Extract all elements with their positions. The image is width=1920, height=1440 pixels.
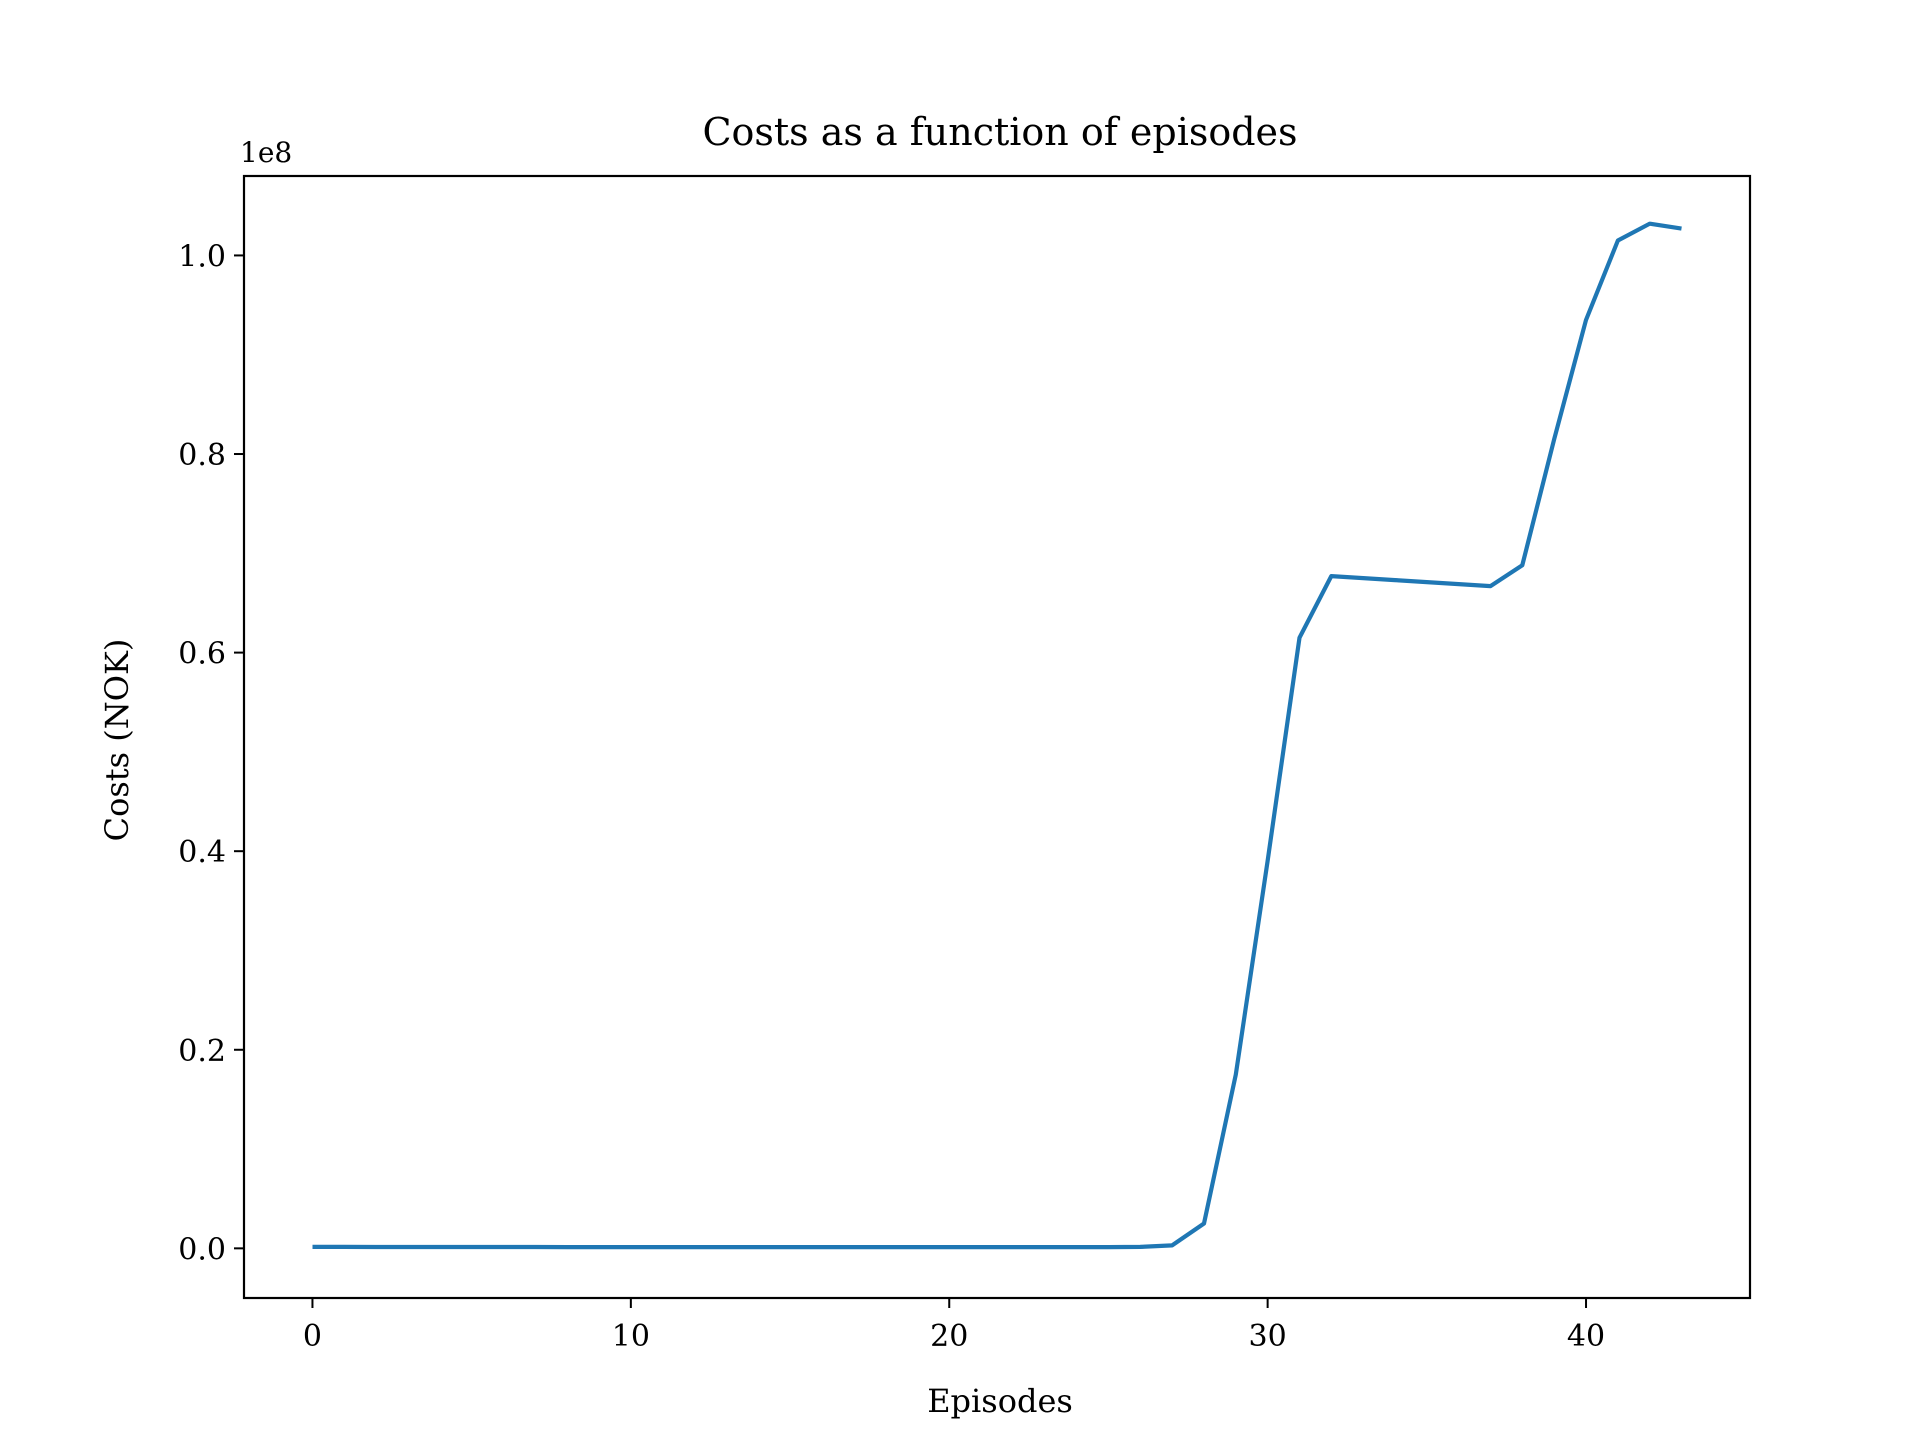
axis-ticks: 0 10 20 30 40 0.0 0.2 0.4 0.6 0.8 1.0	[178, 239, 1605, 1354]
axes-frame	[242, 174, 1752, 1300]
plot-area	[312, 221, 1682, 1250]
chart-title: Costs as a function of episodes	[702, 110, 1297, 154]
x-axis-title: Episodes	[927, 1382, 1073, 1420]
cost-series-line	[312, 221, 1682, 1250]
y-tick-label: 0.4	[178, 835, 226, 870]
x-tick-label: 0	[303, 1319, 322, 1354]
y-axis-title: Costs (NOK)	[98, 639, 136, 842]
y-tick-label: 0.0	[178, 1232, 226, 1267]
y-axis-offset-label: 1e8	[240, 136, 292, 169]
x-tick-label: 40	[1567, 1319, 1605, 1354]
y-tick-label: 0.6	[178, 637, 226, 672]
y-tick-label: 0.2	[178, 1034, 226, 1069]
y-tick-label: 1.0	[178, 239, 226, 274]
x-tick-label: 30	[1249, 1319, 1287, 1354]
y-tick-label: 0.8	[178, 438, 226, 473]
x-tick-label: 10	[612, 1319, 650, 1354]
x-tick-label: 20	[930, 1319, 968, 1354]
